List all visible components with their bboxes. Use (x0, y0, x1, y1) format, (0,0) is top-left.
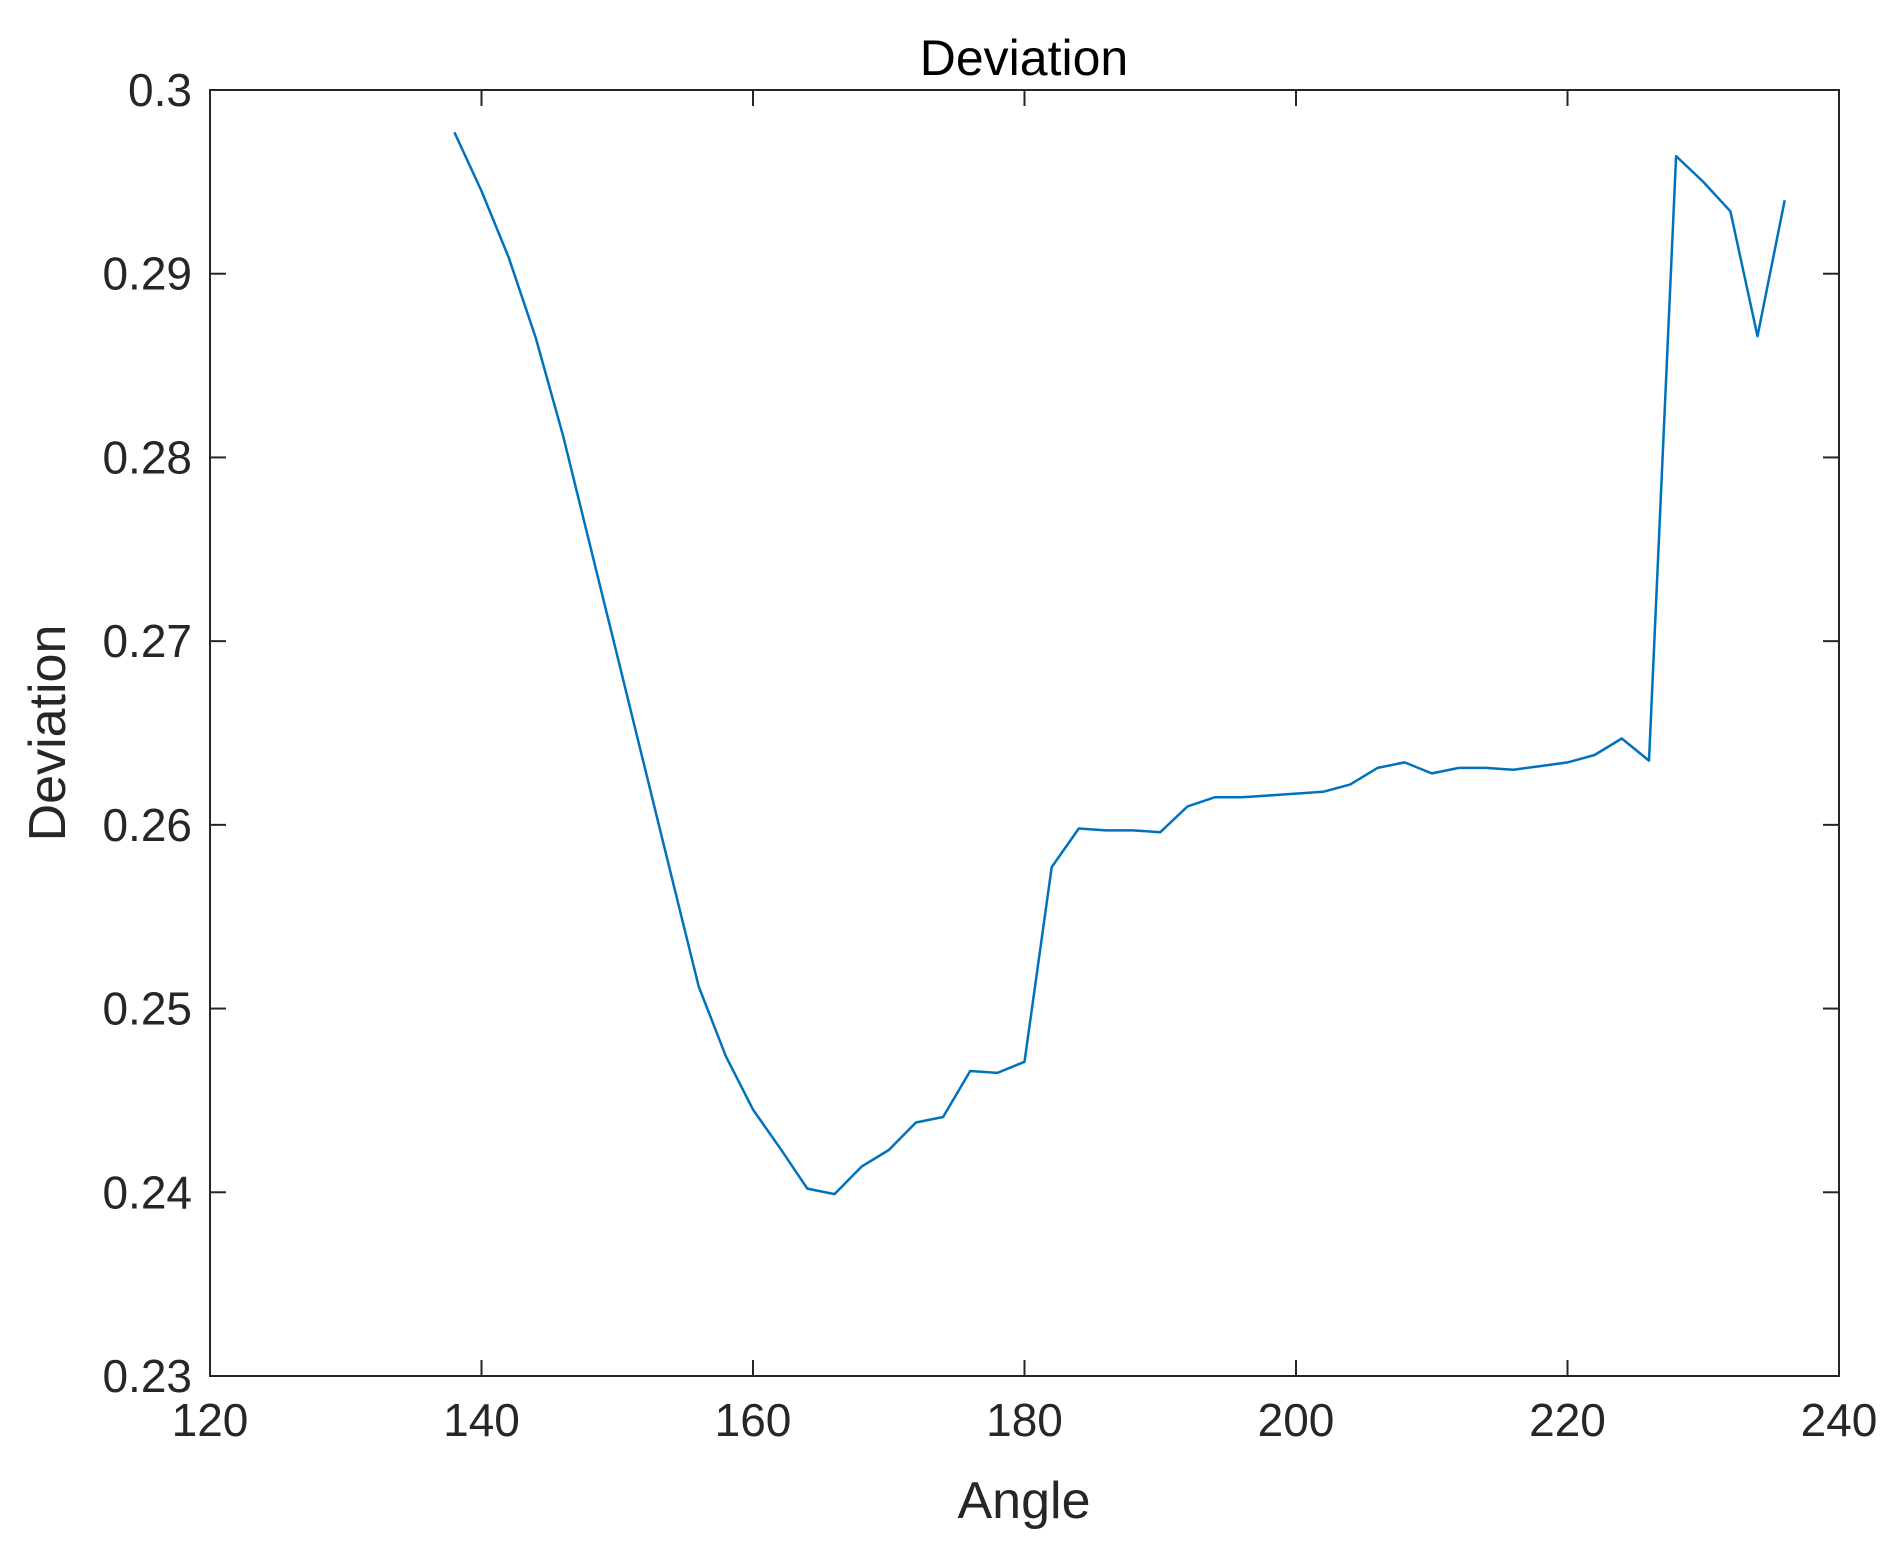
y-tick-label: 0.24 (102, 1166, 192, 1218)
series-group (453, 131, 1786, 1196)
y-tick-label: 0.26 (102, 799, 192, 851)
x-tick-label: 200 (1258, 1394, 1335, 1446)
y-tick-label: 0.29 (102, 248, 192, 300)
y-tick-label: 0.28 (102, 431, 192, 483)
x-axis-label: Angle (958, 1472, 1091, 1530)
x-tick-label: 180 (986, 1394, 1063, 1446)
y-tick-label: 0.23 (102, 1350, 192, 1402)
x-tick-label: 140 (443, 1394, 520, 1446)
y-tick-label: 0.27 (102, 615, 192, 667)
x-tick-label: 240 (1801, 1394, 1878, 1446)
y-tick-labels: 0.23 0.24 0.25 0.26 0.27 0.28 0.29 0.3 (102, 64, 192, 1402)
plot-frame (209, 89, 1840, 1377)
y-axis-label: Deviation (19, 625, 77, 842)
y-tick-label: 0.25 (102, 983, 192, 1035)
x-tick-label: 160 (715, 1394, 792, 1446)
chart-title: Deviation (920, 30, 1128, 86)
x-tick-labels: 120 140 160 180 200 220 240 (172, 1394, 1878, 1446)
series-line (453, 131, 1786, 1196)
y-tick-label: 0.3 (128, 64, 192, 116)
y-ticks (210, 89, 1839, 1377)
x-ticks (209, 90, 1840, 1376)
x-tick-label: 120 (172, 1394, 249, 1446)
x-tick-label: 220 (1529, 1394, 1606, 1446)
